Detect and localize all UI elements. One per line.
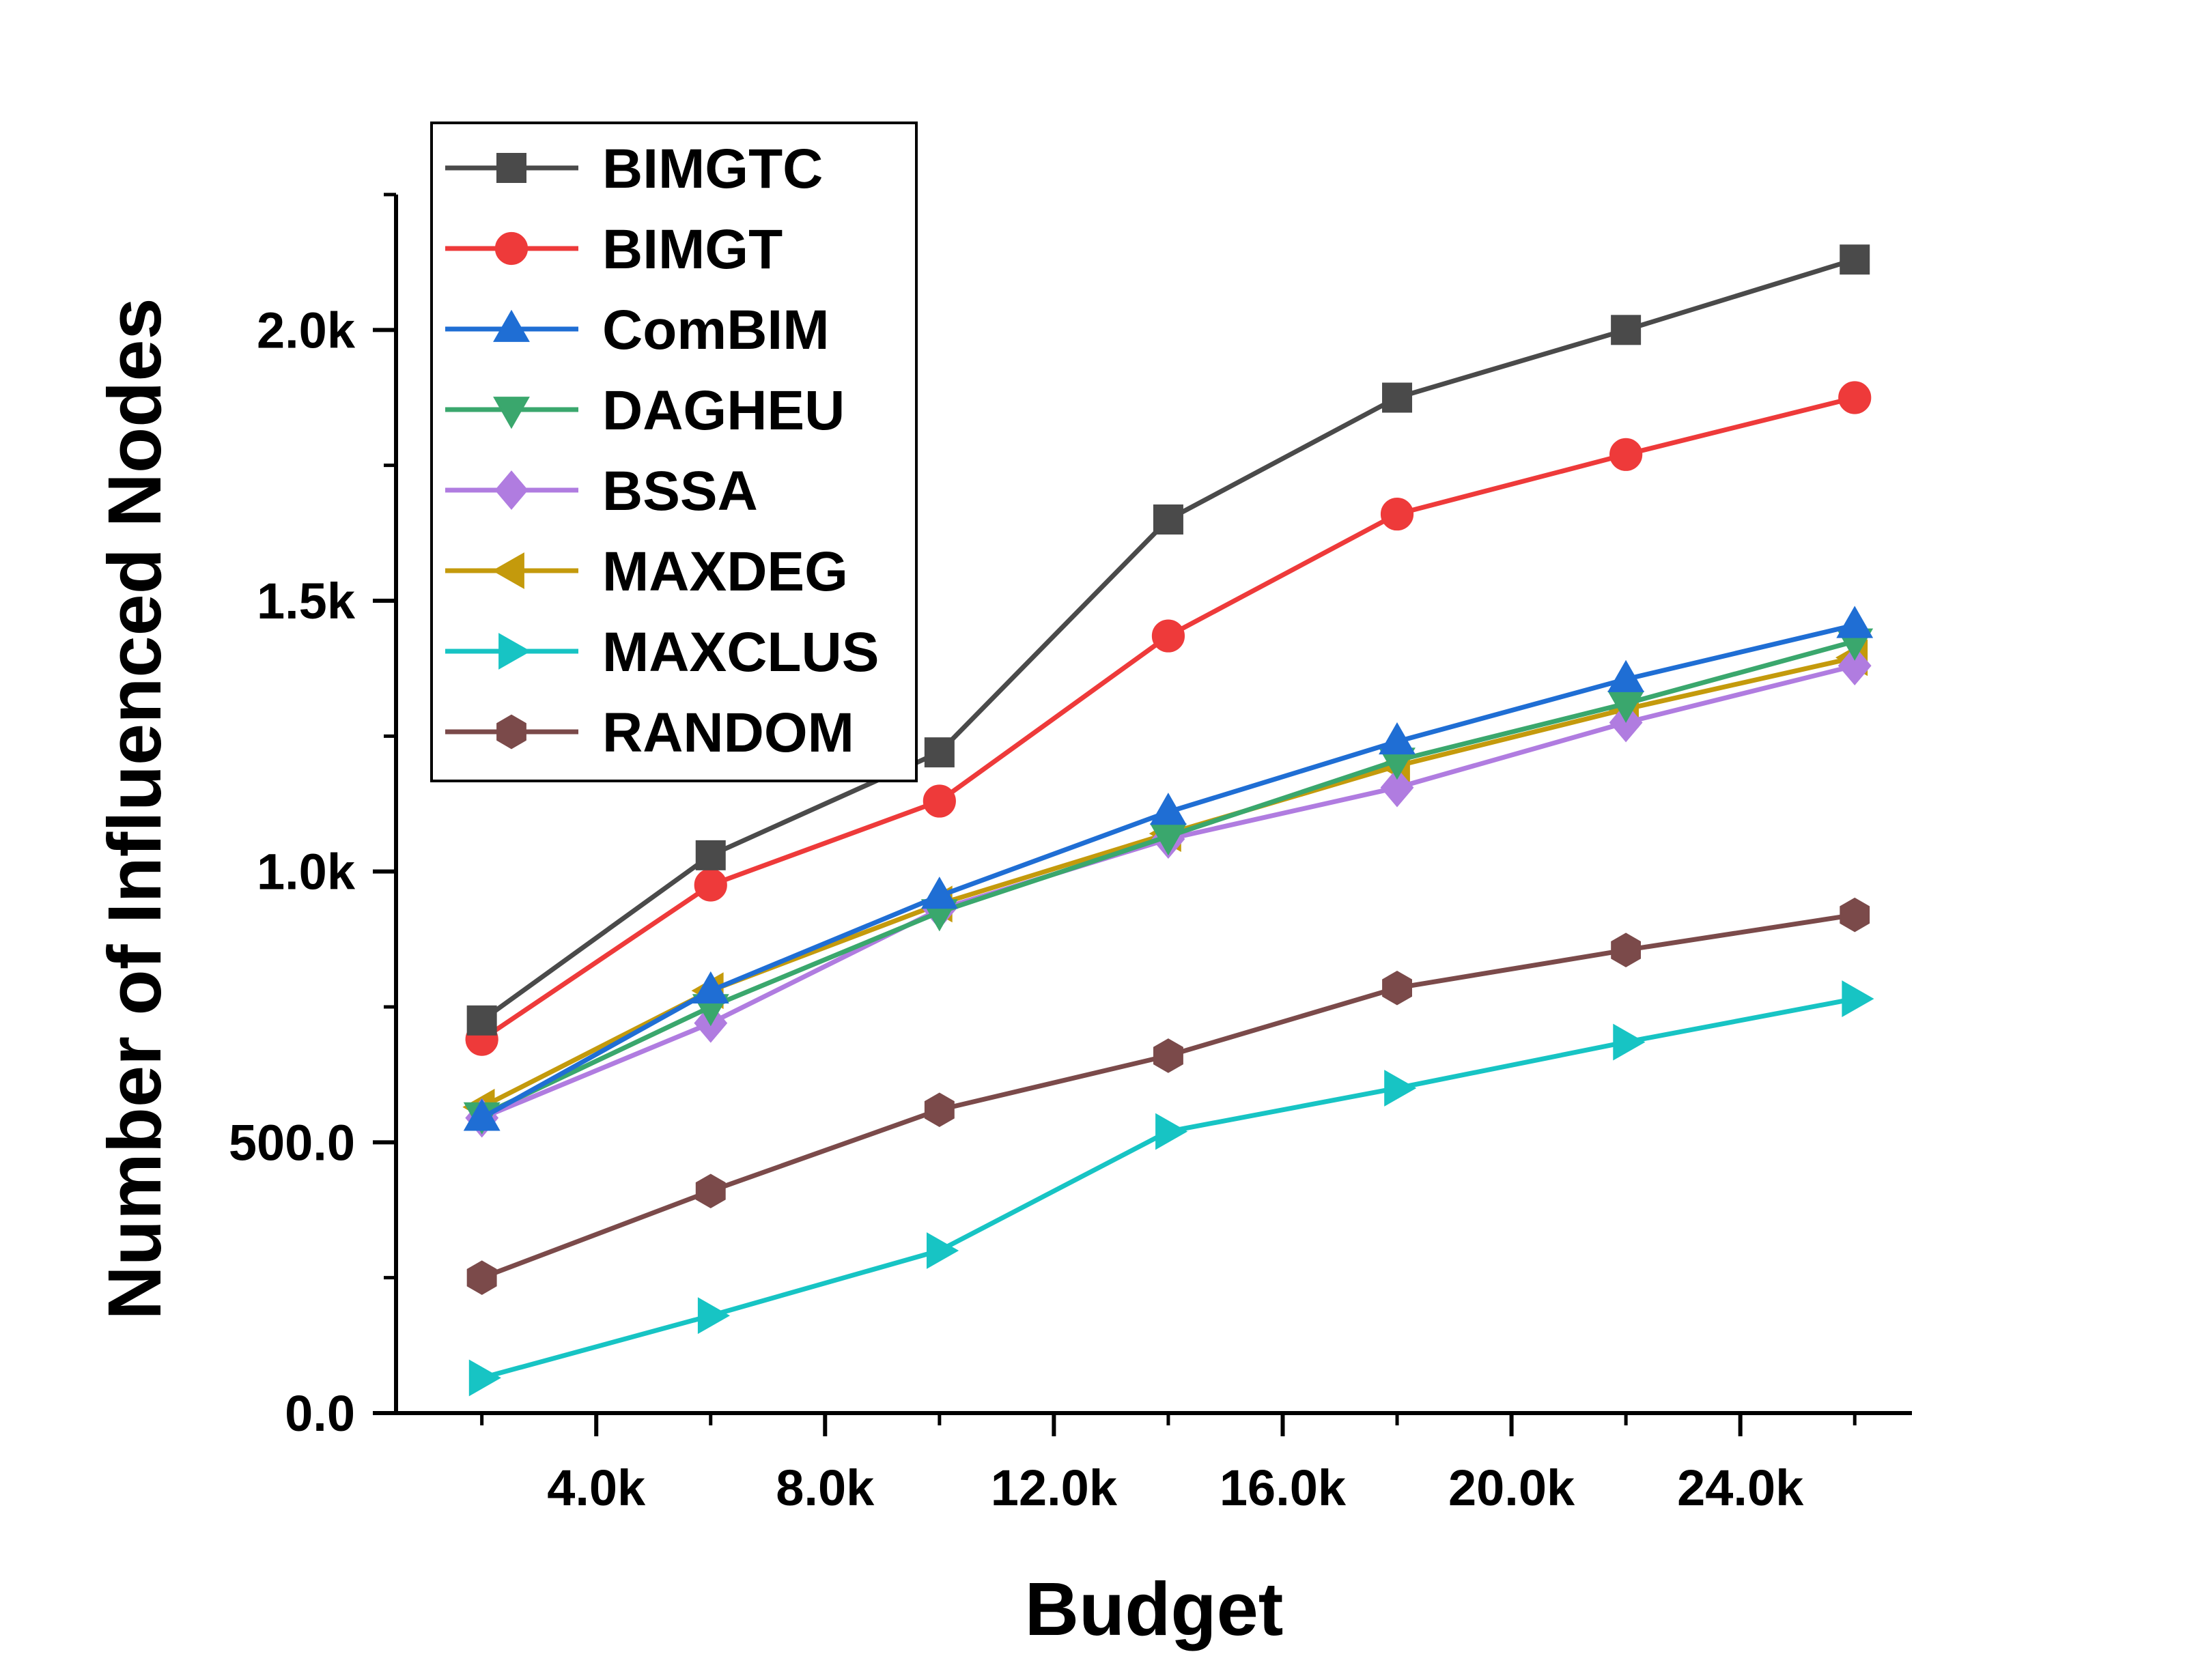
legend-label-maxclus: MAXCLUS: [602, 621, 879, 683]
legend-marker-bimgtc: [496, 153, 526, 183]
legend-marker-dagheu: [493, 397, 530, 429]
legend-item-bimgtc: BIMGTC: [445, 138, 823, 200]
legend-marker-combim: [493, 309, 530, 342]
y-tick-label: 1.0k: [257, 844, 356, 900]
legend-item-combim: ComBIM: [445, 299, 830, 361]
data-point-random: [924, 1092, 955, 1128]
legend-item-bimgt: BIMGT: [445, 218, 783, 281]
data-point-bimgt: [1151, 619, 1185, 653]
x-tick-label: 12.0k: [991, 1460, 1118, 1516]
data-point-combim: [920, 877, 958, 909]
series-combim: [463, 606, 1874, 1131]
data-point-maxclus: [468, 1359, 501, 1397]
legend-marker-bimgt: [494, 231, 529, 266]
data-point-maxclus: [1384, 1070, 1417, 1107]
data-point-combim: [1836, 606, 1874, 638]
series-maxclus: [468, 980, 1874, 1397]
data-point-maxclus: [1842, 980, 1874, 1018]
x-tick-label: 4.0k: [547, 1460, 646, 1516]
data-point-bimgt: [1380, 497, 1414, 531]
data-point-random: [1382, 970, 1412, 1006]
data-point-bimgt: [1838, 381, 1872, 414]
legend-item-bssa: BSSA: [445, 460, 758, 522]
legend-label-maxdeg: MAXDEG: [602, 541, 848, 603]
data-point-bimgtc: [1840, 244, 1870, 275]
x-tick-label: 24.0k: [1677, 1460, 1804, 1516]
data-point-random: [466, 1260, 497, 1295]
legend-label-bssa: BSSA: [602, 460, 758, 522]
legend-label-dagheu: DAGHEU: [602, 380, 845, 442]
data-point-maxclus: [1155, 1113, 1188, 1150]
data-point-bimgtc: [1153, 504, 1183, 535]
legend-label-bimgt: BIMGT: [602, 218, 783, 281]
legend: BIMGTC BIMGT ComBIM DAGHEU BSSA MAXDEG MAXCLUS…: [430, 122, 918, 782]
legend-item-maxclus: MAXCLUS: [445, 621, 879, 683]
legend-label-bimgtc: BIMGTC: [602, 138, 823, 200]
legend-label-random: RANDOM: [602, 702, 854, 764]
legend-label-combim: ComBIM: [602, 299, 830, 361]
series-layer: [462, 244, 1874, 1397]
y-tick-label: 2.0k: [257, 302, 356, 358]
x-axis-title: Budget: [1025, 1567, 1284, 1651]
data-point-bimgtc: [1611, 315, 1642, 345]
data-point-combim: [1379, 722, 1416, 755]
data-point-maxclus: [927, 1232, 959, 1269]
data-point-bimgt: [694, 868, 727, 902]
data-point-random: [1840, 897, 1870, 932]
data-point-maxclus: [697, 1297, 731, 1335]
x-tick-label: 8.0k: [776, 1460, 875, 1516]
series-bimgtc: [466, 244, 1870, 1036]
data-point-bimgt: [923, 784, 956, 818]
legend-marker-bssa: [494, 470, 529, 510]
legend-marker-maxdeg: [492, 552, 524, 589]
data-point-combim: [463, 1098, 501, 1131]
data-point-bimgt: [1609, 438, 1643, 471]
x-tick-label: 20.0k: [1448, 1460, 1575, 1516]
data-point-bimgtc: [924, 737, 955, 768]
legend-item-random: RANDOM: [445, 702, 854, 764]
data-point-combim: [1607, 659, 1645, 692]
y-axis-title: Number of Influenced Nodes: [93, 298, 177, 1320]
data-point-bssa: [1838, 646, 1872, 686]
data-point-random: [695, 1173, 726, 1209]
axes: 4.0k 8.0k 12.0k 16.0k 20.0k 24.0k 0.0 500.0 1.0k…: [229, 193, 1912, 1516]
data-point-combim: [1149, 793, 1187, 825]
legend-item-dagheu: DAGHEU: [445, 380, 845, 442]
data-point-bimgtc: [695, 840, 726, 870]
series-random: [466, 897, 1870, 1295]
data-point-random: [1611, 932, 1641, 968]
y-tick-label: 500.0: [229, 1114, 355, 1171]
data-point-maxclus: [1613, 1023, 1646, 1061]
data-point-bssa: [1380, 767, 1414, 808]
legend-marker-random: [496, 714, 526, 750]
y-tick-label: 0.0: [285, 1385, 355, 1442]
data-point-bimgtc: [466, 1005, 497, 1036]
data-point-random: [1153, 1038, 1183, 1073]
data-point-combim: [692, 971, 729, 1003]
legend-marker-maxclus: [498, 633, 531, 670]
x-tick-label: 16.0k: [1220, 1460, 1347, 1516]
y-tick-label: 1.5k: [257, 573, 356, 629]
data-point-bimgtc: [1382, 382, 1413, 413]
legend-item-maxdeg: MAXDEG: [445, 541, 848, 603]
